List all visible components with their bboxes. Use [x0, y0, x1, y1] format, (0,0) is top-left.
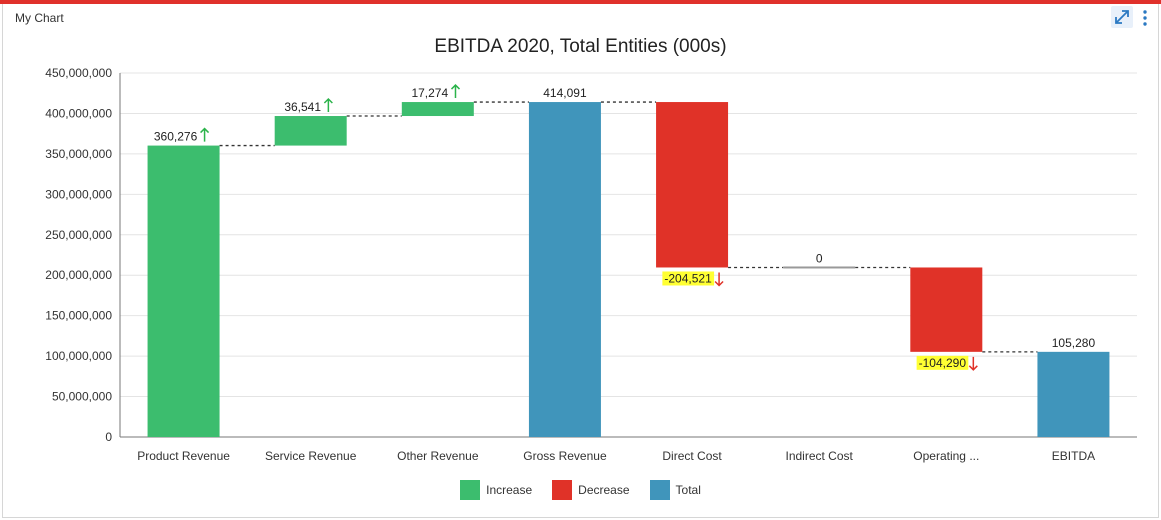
chart-legend: Increase Decrease Total	[0, 480, 1161, 500]
up-arrow-icon	[323, 97, 333, 113]
bar-increase	[147, 145, 220, 437]
x-category-label: Direct Cost	[662, 449, 722, 463]
y-tick-label: 100,000,000	[45, 349, 112, 363]
bar-zero	[783, 266, 856, 269]
data-label: 360,276	[154, 130, 198, 144]
y-tick-label: 450,000,000	[45, 66, 112, 80]
data-label: 105,280	[1052, 336, 1096, 350]
x-category-label: Gross Revenue	[523, 449, 607, 463]
data-label: 17,274	[411, 86, 448, 100]
y-tick-label: 350,000,000	[45, 147, 112, 161]
data-label: -204,521	[664, 271, 712, 285]
panel-title: My Chart	[15, 11, 64, 25]
bar-increase	[274, 116, 347, 146]
more-vertical-icon	[1143, 10, 1147, 26]
x-category-label: Operating ...	[913, 449, 979, 463]
y-tick-label: 50,000,000	[52, 390, 112, 404]
legend-label: Total	[675, 483, 701, 497]
up-arrow-icon	[200, 127, 210, 142]
up-arrow-icon	[450, 83, 461, 99]
x-category-label: Indirect Cost	[786, 449, 854, 463]
y-tick-label: 150,000,000	[45, 309, 112, 323]
bar-decrease	[910, 267, 983, 352]
data-label: 414,091	[543, 86, 587, 100]
x-category-label: Service Revenue	[265, 449, 357, 463]
top-accent-bar	[0, 0, 1161, 4]
legend-label: Decrease	[578, 483, 630, 497]
data-label: 0	[816, 251, 823, 265]
bar-decrease	[656, 102, 729, 268]
bar-total	[1037, 351, 1110, 437]
legend-item-increase[interactable]: Increase	[460, 480, 532, 500]
bar-increase	[401, 102, 474, 117]
y-tick-label: 250,000,000	[45, 228, 112, 242]
down-arrow-icon	[714, 272, 724, 287]
y-tick-label: 200,000,000	[45, 268, 112, 282]
legend-item-total[interactable]: Total	[649, 480, 701, 500]
bar-total	[528, 102, 601, 438]
data-label: 36,541	[284, 100, 321, 114]
legend-swatch	[552, 480, 573, 500]
data-label: -104,290	[919, 356, 967, 370]
legend-label: Increase	[486, 483, 533, 497]
y-tick-label: 300,000,000	[45, 187, 112, 201]
expand-button[interactable]	[1111, 6, 1133, 28]
expand-icon	[1115, 10, 1129, 24]
x-category-label: Product Revenue	[137, 449, 230, 463]
y-tick-label: 0	[105, 430, 112, 444]
chart-title: EBITDA 2020, Total Entities (000s)	[434, 36, 727, 57]
y-tick-label: 400,000,000	[45, 106, 112, 120]
x-category-label: Other Revenue	[397, 449, 479, 463]
label-highlight	[662, 271, 715, 286]
label-highlight	[916, 355, 969, 370]
down-arrow-icon	[968, 356, 978, 371]
x-category-label: EBITDA	[1052, 449, 1095, 463]
more-menu-button[interactable]	[1140, 8, 1150, 28]
legend-swatch	[460, 480, 481, 500]
waterfall-chart: 0 50,000,000 100,000,000 150,000,000 200,000…	[45, 66, 1137, 463]
legend-item-decrease[interactable]: Decrease	[552, 480, 630, 500]
legend-swatch	[649, 480, 670, 500]
